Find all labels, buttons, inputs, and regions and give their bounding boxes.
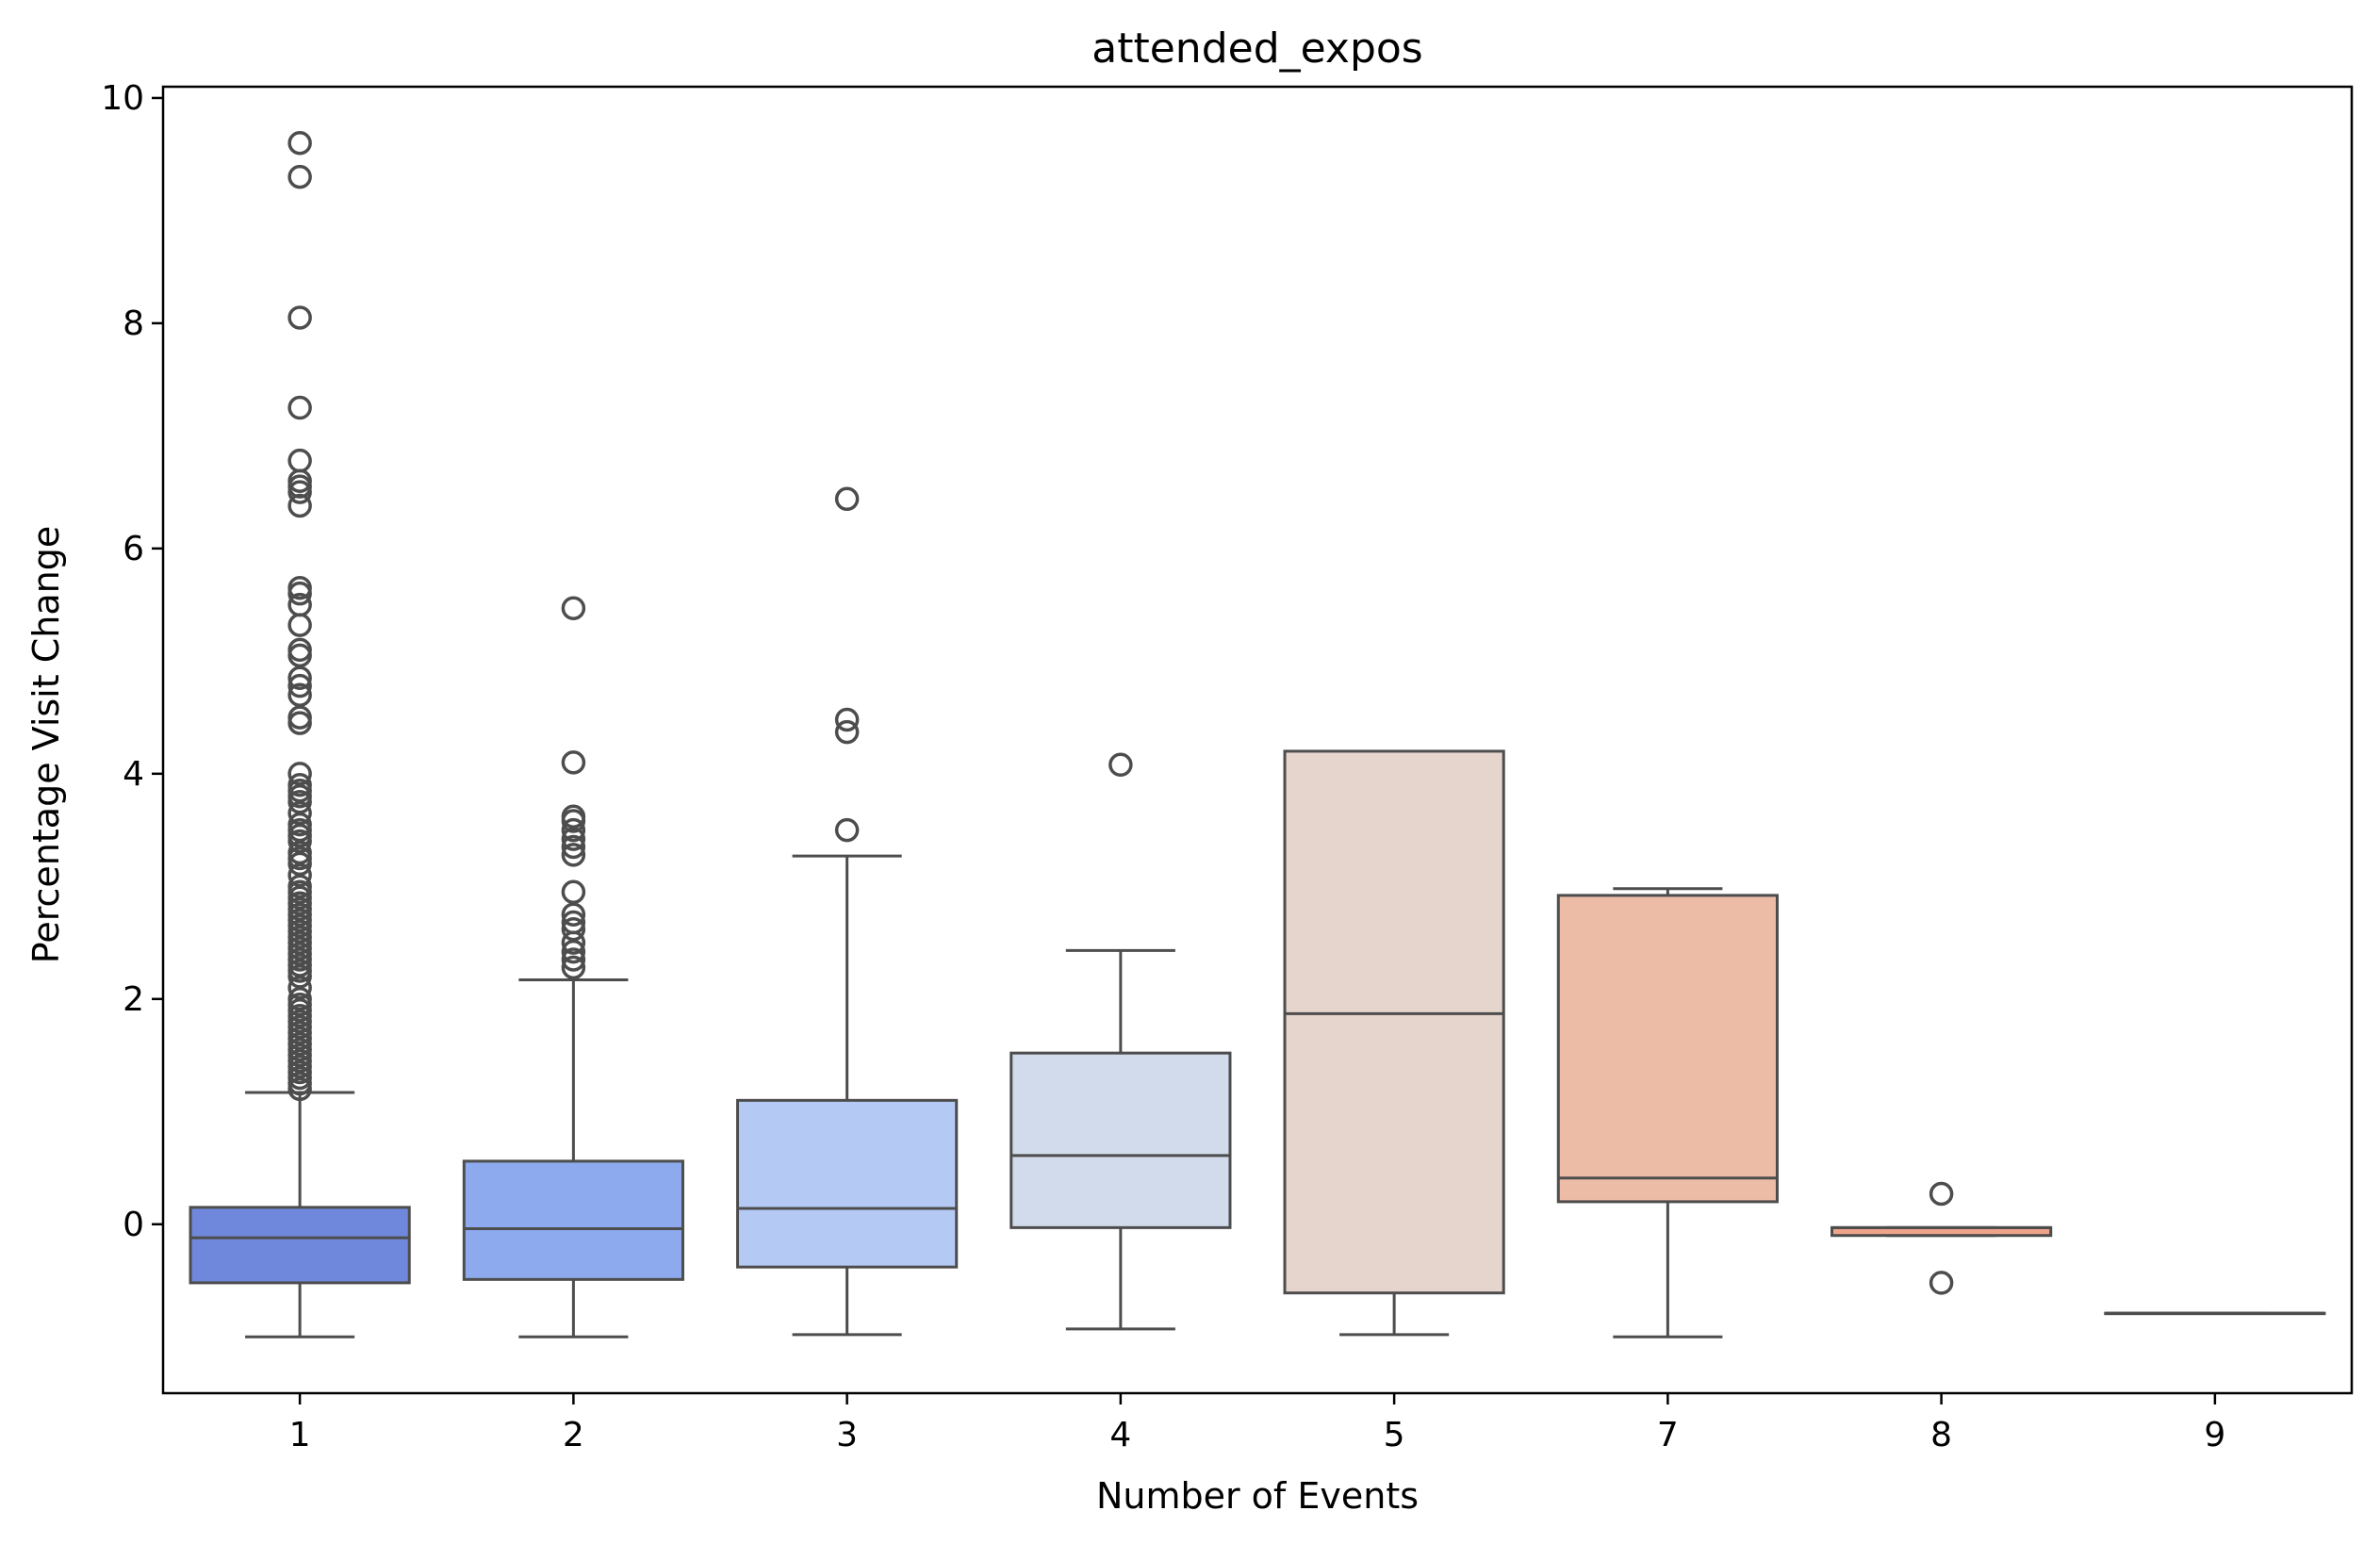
- x-tick-label: 1: [289, 1416, 311, 1454]
- x-axis-label: Number of Events: [1096, 1475, 1419, 1517]
- chart-title: attended_expos: [1092, 25, 1422, 73]
- outlier-point: [287, 643, 312, 668]
- outlier-point: [287, 130, 312, 156]
- x-tick-label: 3: [836, 1416, 858, 1454]
- outlier-point: [287, 800, 312, 826]
- outlier-point: [561, 930, 586, 955]
- box-iqr: [462, 1159, 684, 1281]
- outlier-point: [287, 673, 312, 698]
- x-tick-label: 2: [563, 1416, 584, 1454]
- outlier-point: [287, 862, 312, 888]
- y-tick-label: 8: [123, 304, 144, 343]
- outlier-point: [561, 750, 586, 775]
- x-tick-label: 8: [1930, 1416, 1952, 1454]
- outlier-point: [287, 789, 312, 814]
- outlier-point: [287, 976, 312, 1000]
- outlier-point: [561, 939, 586, 964]
- outlier-point: [561, 843, 586, 867]
- y-axis-label: Percentage Visit Change: [25, 526, 67, 963]
- x-tick-label: 5: [1384, 1416, 1405, 1454]
- outlier-point: [561, 955, 586, 980]
- box-iqr: [1283, 749, 1505, 1295]
- outlier-point: [834, 486, 860, 512]
- box-iqr: [736, 1098, 959, 1269]
- plot-frame: [161, 85, 2354, 1395]
- outlier-point: [561, 817, 586, 843]
- y-tick-label: 2: [123, 980, 144, 1019]
- box-iqr: [189, 1206, 411, 1285]
- outlier-point: [287, 711, 312, 735]
- outlier-point: [1108, 752, 1133, 778]
- outlier-point: [287, 851, 312, 877]
- outlier-point: [561, 902, 586, 927]
- outlier-point: [287, 613, 312, 637]
- outlier-point: [1929, 1181, 1954, 1207]
- x-tick-label: 9: [2204, 1416, 2225, 1454]
- outlier-point: [561, 879, 586, 905]
- outlier-point: [287, 493, 312, 518]
- outlier-point: [834, 719, 860, 745]
- outlier-point: [287, 762, 312, 786]
- y-tick-label: 4: [123, 755, 144, 794]
- outlier-point: [561, 809, 586, 833]
- box-iqr: [1009, 1051, 1232, 1229]
- x-tick-label: 7: [1657, 1416, 1679, 1454]
- outlier-point: [287, 1076, 312, 1102]
- y-tick-label: 0: [123, 1206, 144, 1244]
- outlier-point: [287, 682, 312, 707]
- outlier-point: [1929, 1271, 1954, 1295]
- outlier-point: [287, 665, 312, 691]
- box-iqr: [1556, 894, 1779, 1204]
- outlier-point: [287, 829, 312, 854]
- outlier-point: [561, 596, 586, 620]
- y-tick-label: 10: [101, 79, 144, 118]
- outlier-point: [287, 581, 312, 606]
- outlier-point: [287, 964, 312, 989]
- outlier-point: [287, 164, 312, 189]
- outlier-point: [834, 707, 860, 732]
- outlier-point: [561, 827, 586, 851]
- outlier-point: [287, 448, 312, 473]
- outlier-point: [287, 305, 312, 330]
- outlier-point: [287, 480, 312, 504]
- outlier-point: [561, 916, 586, 942]
- y-tick-label: 6: [123, 530, 144, 568]
- outlier-point: [834, 817, 860, 843]
- outlier-point: [561, 947, 586, 972]
- x-tick-label: 4: [1109, 1416, 1131, 1454]
- outlier-point: [561, 834, 586, 860]
- outlier-point: [287, 395, 312, 420]
